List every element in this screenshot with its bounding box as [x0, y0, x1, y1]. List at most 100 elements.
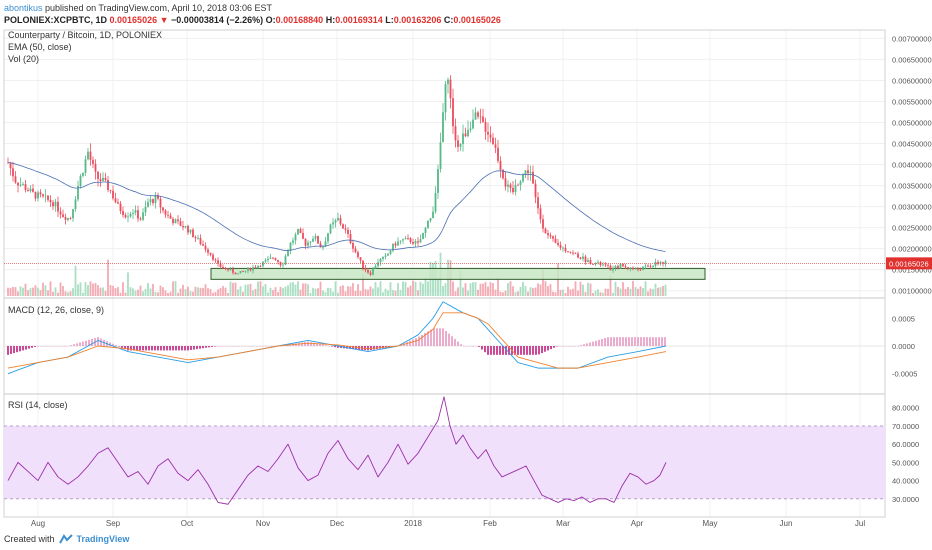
volume-bar	[277, 292, 279, 296]
macd-histogram-bar	[505, 346, 507, 355]
volume-bar	[422, 283, 424, 296]
macd-histogram-bar	[250, 346, 252, 347]
time-tick-label: May	[702, 519, 717, 528]
volume-bar	[649, 288, 652, 296]
candle-body	[562, 247, 564, 249]
macd-histogram-bar	[493, 346, 495, 355]
candle-body	[207, 249, 209, 253]
rsi-band	[4, 425, 885, 500]
volume-bar	[587, 282, 589, 296]
volume-bar	[9, 288, 12, 296]
candle-body	[317, 236, 319, 244]
macd-histogram-bar	[571, 346, 573, 347]
macd-histogram-bar	[61, 346, 63, 347]
volume-bar	[124, 292, 127, 296]
volume-bar	[227, 292, 229, 296]
macd-histogram-bar	[91, 338, 93, 346]
volume-bar	[249, 283, 252, 296]
candle-body	[44, 195, 47, 197]
candle-body	[537, 197, 539, 209]
candle-body	[159, 198, 162, 208]
volume-bar	[34, 285, 37, 296]
candle-body	[322, 246, 324, 248]
macd-histogram-bar	[193, 346, 195, 350]
volume-bar	[564, 292, 567, 296]
candle-body	[124, 215, 127, 218]
macd-histogram-bar	[430, 329, 432, 346]
macd-histogram-bar	[253, 346, 255, 347]
candle-body	[187, 226, 189, 233]
volume-bar	[589, 283, 592, 296]
candle-body	[592, 264, 594, 265]
candle-body	[392, 243, 394, 251]
volume-bar	[562, 289, 564, 296]
candle-body	[199, 238, 202, 245]
macd-histogram-bar	[223, 346, 225, 347]
macd-histogram-bar	[499, 346, 501, 355]
volume-bar	[364, 289, 367, 296]
candle-body	[644, 265, 647, 267]
candle-body	[74, 199, 77, 210]
macd-histogram-bar	[304, 342, 306, 346]
candle-body	[169, 215, 172, 219]
macd-histogram-bar	[208, 346, 210, 348]
macd-histogram-bar	[331, 346, 333, 347]
volume-bar	[477, 289, 479, 296]
volume-bar	[654, 283, 657, 296]
volume-bar	[169, 291, 172, 296]
volume-bar	[117, 287, 119, 296]
volume-bar	[247, 284, 249, 296]
candle-body	[102, 177, 104, 181]
volume-bar	[517, 291, 519, 296]
macd-histogram-bar	[133, 346, 135, 351]
author-link[interactable]: abontikus	[4, 3, 43, 13]
candle-body	[362, 260, 364, 269]
macd-histogram-bar	[211, 346, 213, 347]
candle-body	[452, 98, 454, 127]
macd-histogram-bar	[604, 338, 606, 346]
candle-body	[142, 212, 144, 220]
candle-body	[202, 244, 204, 246]
macd-histogram-bar	[610, 337, 612, 346]
macd-histogram-bar	[19, 346, 21, 352]
candle-body	[502, 169, 504, 179]
tradingview-brand[interactable]: TradingView	[76, 534, 130, 544]
macd-histogram-bar	[112, 343, 114, 346]
macd-histogram-bar	[313, 342, 315, 346]
candle-body	[82, 172, 84, 176]
candle-body	[149, 199, 152, 202]
volume-bar	[512, 286, 514, 296]
macd-histogram-bar	[565, 346, 567, 347]
macd-histogram-bar	[619, 337, 621, 346]
macd-histogram-bar	[205, 346, 207, 348]
candle-body	[377, 262, 379, 267]
volume-bar	[54, 287, 57, 296]
volume-bar	[342, 285, 344, 296]
candle-body	[519, 181, 522, 185]
volume-bar	[57, 292, 59, 296]
macd-histogram-bar	[595, 340, 597, 346]
candle-body	[512, 187, 514, 193]
candle-body	[9, 162, 12, 169]
volume-bar	[549, 284, 552, 296]
pane-borders	[3, 29, 886, 518]
volume-bar	[617, 286, 619, 296]
candle-body	[34, 191, 37, 199]
support-zone[interactable]	[210, 267, 706, 280]
volume-bar	[99, 287, 102, 296]
candle-body	[77, 186, 79, 200]
macd-histogram-bar	[49, 346, 51, 347]
volume-bar	[322, 290, 324, 296]
volume-bar	[197, 287, 199, 296]
candle-body	[274, 258, 277, 261]
volume-bar	[147, 283, 149, 296]
macd-histogram-bar	[637, 337, 639, 346]
volume-bar	[97, 285, 99, 296]
volume-bar	[37, 287, 39, 296]
candle-body	[262, 261, 264, 267]
volume-bar	[409, 285, 412, 296]
macd-histogram-bar	[451, 336, 453, 346]
macd-histogram-bar	[136, 346, 138, 351]
volume-bar	[457, 287, 459, 296]
